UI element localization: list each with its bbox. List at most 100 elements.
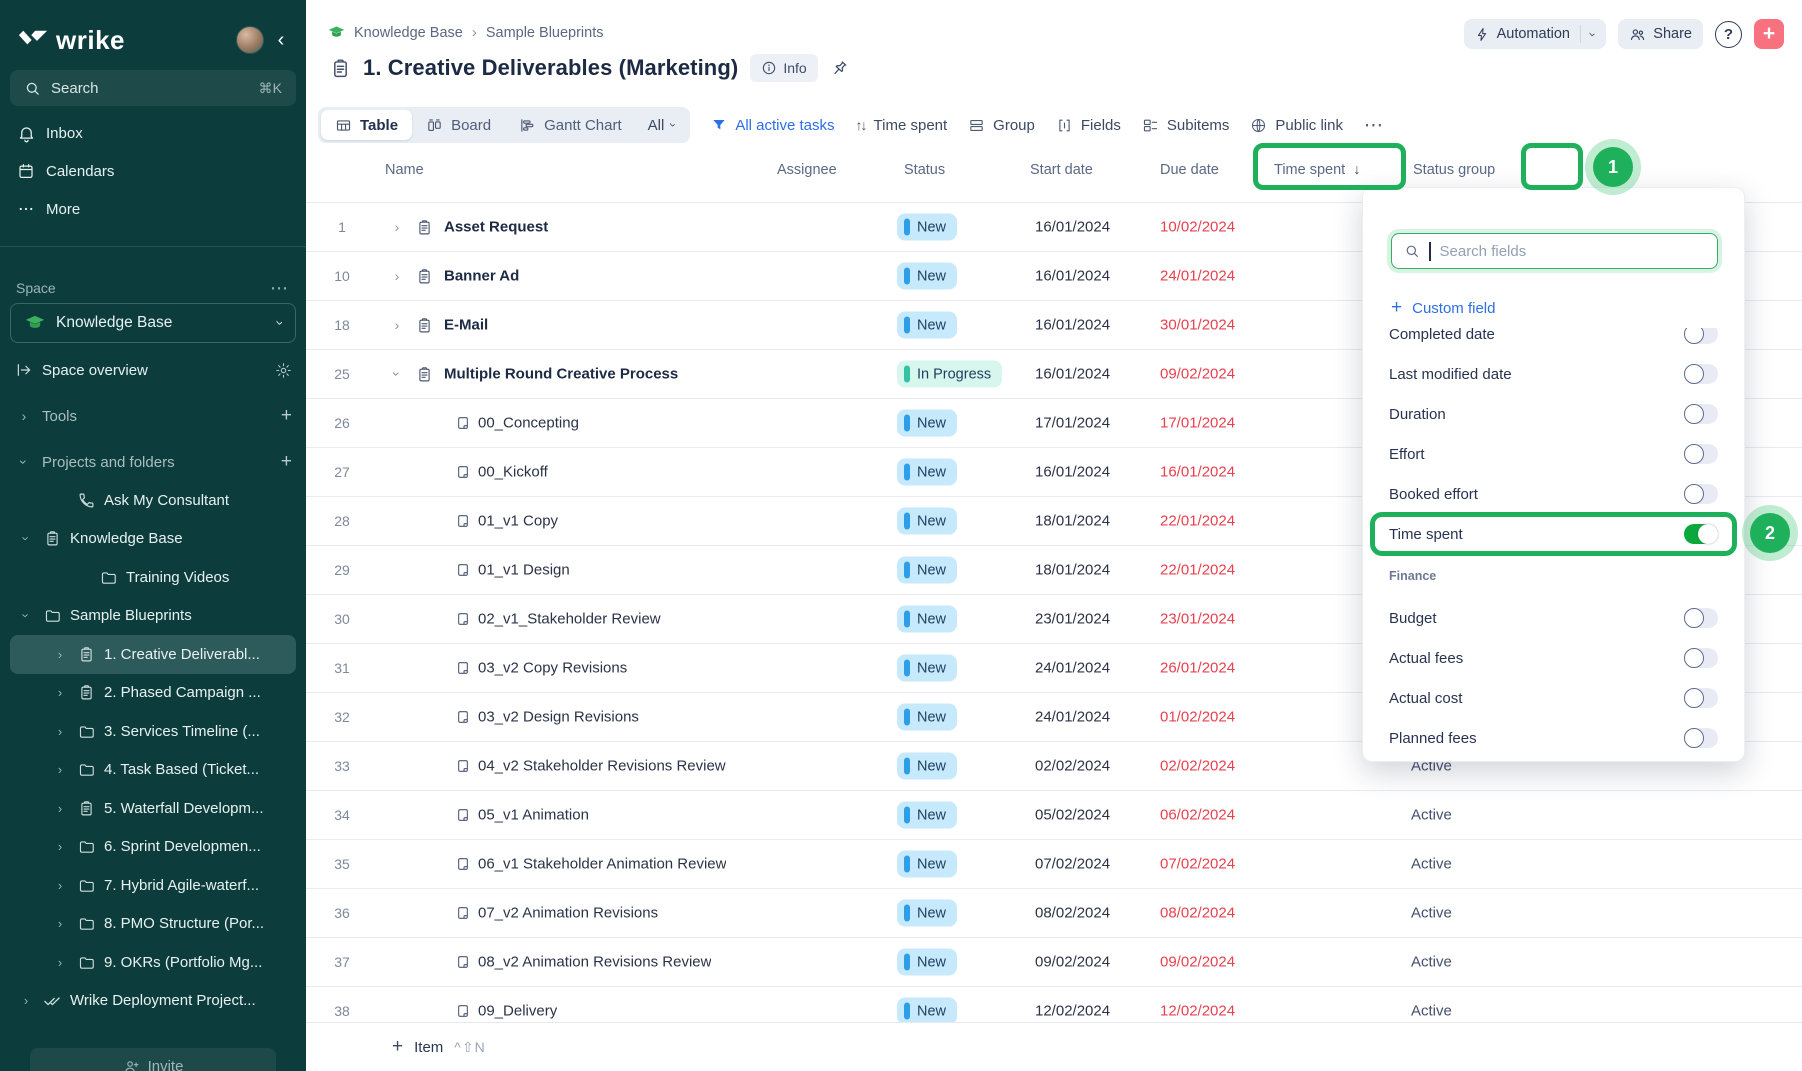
invite-button[interactable]: Invite <box>30 1048 276 1071</box>
task-name[interactable]: 09_Delivery <box>478 1002 558 1020</box>
chevron-icon[interactable] <box>52 955 68 970</box>
start-date[interactable]: 12/02/2024 <box>1035 1002 1111 1020</box>
sidebar-tree-item[interactable]: 3. Services Timeline (... <box>10 712 296 751</box>
column-start-date[interactable]: Start date <box>1030 162 1093 178</box>
field-toggle[interactable] <box>1684 608 1718 628</box>
start-date[interactable]: 16/01/2024 <box>1035 316 1111 334</box>
add-tool-icon[interactable] <box>281 405 292 427</box>
field-list-item[interactable]: Duration <box>1363 394 1744 434</box>
status-badge[interactable]: New <box>897 703 958 731</box>
task-name[interactable]: 06_v1 Stakeholder Animation Review <box>478 855 727 873</box>
table-row[interactable]: 36 07_v2 Animation Revisions New 08/02/2… <box>306 889 1802 938</box>
field-toggle[interactable] <box>1684 484 1718 504</box>
automation-button[interactable]: Automation <box>1463 19 1607 49</box>
status-badge[interactable]: New <box>897 311 958 339</box>
field-list-item[interactable]: Planned fees <box>1363 718 1744 758</box>
field-list-item[interactable]: Budget <box>1363 598 1744 638</box>
field-toggle[interactable] <box>1684 328 1718 344</box>
public-link-button[interactable]: Public link <box>1250 117 1343 134</box>
status-badge[interactable]: New <box>897 948 958 976</box>
status-badge[interactable]: New <box>897 507 958 535</box>
column-time-spent[interactable]: Time spent ↓ <box>1274 162 1360 178</box>
status-badge[interactable]: New <box>897 850 958 878</box>
due-date[interactable]: 30/01/2024 <box>1160 316 1236 334</box>
column-name[interactable]: Name <box>385 162 424 178</box>
start-date[interactable]: 16/01/2024 <box>1035 218 1111 236</box>
due-date[interactable]: 22/01/2024 <box>1160 512 1236 530</box>
table-row[interactable]: 34 05_v1 Animation New 05/02/2024 06/02/… <box>306 791 1802 840</box>
subitems-button[interactable]: Subitems <box>1142 117 1229 134</box>
start-date[interactable]: 18/01/2024 <box>1035 512 1111 530</box>
field-list-item[interactable]: Booked effort <box>1363 474 1744 514</box>
due-date[interactable]: 10/02/2024 <box>1160 218 1236 236</box>
sidebar-nav-item[interactable]: Inbox <box>0 114 306 152</box>
field-list-item[interactable]: Effort <box>1363 434 1744 474</box>
field-list-item[interactable]: Finance <box>1363 554 1744 598</box>
chevron-icon[interactable] <box>19 608 34 624</box>
table-row[interactable]: 38 09_Delivery New 12/02/2024 12/02/2024… <box>306 987 1802 1022</box>
due-date[interactable]: 09/02/2024 <box>1160 365 1236 383</box>
sidebar-tree-item[interactable]: 5. Waterfall Developm... <box>10 789 296 828</box>
field-toggle[interactable] <box>1684 688 1718 708</box>
status-badge[interactable]: New <box>897 899 958 927</box>
start-date[interactable]: 16/01/2024 <box>1035 365 1111 383</box>
task-name[interactable]: 08_v2 Animation Revisions Review <box>478 953 712 971</box>
chevron-icon[interactable] <box>52 762 68 777</box>
chevron-icon[interactable] <box>52 685 68 700</box>
sidebar-tree-item[interactable]: 2. Phased Campaign ... <box>10 674 296 713</box>
sort-button[interactable]: ↑↓ Time spent <box>856 117 948 134</box>
sidebar-tree-item[interactable]: Knowledge Base <box>10 520 296 559</box>
field-list-item[interactable]: Actual cost <box>1363 678 1744 718</box>
start-date[interactable]: 24/01/2024 <box>1035 708 1111 726</box>
column-status[interactable]: Status <box>904 162 946 178</box>
chevron-icon[interactable] <box>19 531 34 547</box>
start-date[interactable]: 09/02/2024 <box>1035 953 1111 971</box>
status-badge[interactable]: New <box>897 213 958 241</box>
sidebar-tree-item[interactable]: 8. PMO Structure (Por... <box>10 905 296 944</box>
due-date[interactable]: 07/02/2024 <box>1160 855 1236 873</box>
field-toggle[interactable] <box>1684 444 1718 464</box>
field-toggle[interactable] <box>1684 728 1718 748</box>
due-date[interactable]: 08/02/2024 <box>1160 904 1236 922</box>
due-date[interactable]: 23/01/2024 <box>1160 610 1236 628</box>
space-options-icon[interactable] <box>270 278 290 299</box>
due-date[interactable]: 22/01/2024 <box>1160 561 1236 579</box>
add-project-icon[interactable] <box>281 451 292 473</box>
view-tab[interactable]: Gantt Chart <box>505 110 636 140</box>
start-date[interactable]: 05/02/2024 <box>1035 806 1111 824</box>
task-name[interactable]: Multiple Round Creative Process <box>444 365 679 383</box>
task-name[interactable]: 03_v2 Design Revisions <box>478 708 639 726</box>
sidebar-item-tools[interactable]: Tools <box>0 397 306 435</box>
start-date[interactable]: 16/01/2024 <box>1035 463 1111 481</box>
collapse-sidebar-icon[interactable] <box>270 29 292 52</box>
status-badge[interactable]: New <box>897 997 958 1022</box>
due-date[interactable]: 26/01/2024 <box>1160 659 1236 677</box>
status-badge[interactable]: New <box>897 654 958 682</box>
field-search-input[interactable] <box>1391 233 1718 269</box>
sidebar-tree-item[interactable]: 4. Task Based (Ticket... <box>10 751 296 790</box>
create-button[interactable]: + <box>1754 19 1784 49</box>
task-name[interactable]: 00_Concepting <box>478 414 579 432</box>
task-name[interactable]: 03_v2 Copy Revisions <box>478 659 628 677</box>
task-name[interactable]: 02_v1_Stakeholder Review <box>478 610 661 628</box>
due-date[interactable]: 16/01/2024 <box>1160 463 1236 481</box>
status-badge[interactable]: New <box>897 262 958 290</box>
breadcrumb-parent[interactable]: Knowledge Base <box>354 24 463 41</box>
start-date[interactable]: 24/01/2024 <box>1035 659 1111 677</box>
table-row[interactable]: 35 06_v1 Stakeholder Animation Review Ne… <box>306 840 1802 889</box>
task-name[interactable]: Asset Request <box>444 218 549 236</box>
view-all-dropdown[interactable]: All <box>636 117 688 134</box>
custom-field-button[interactable]: + Custom field <box>1391 293 1495 323</box>
chevron-icon[interactable] <box>52 724 68 739</box>
chevron-icon[interactable] <box>52 878 68 893</box>
sidebar-tree-item[interactable]: Ask My Consultant <box>10 481 296 520</box>
column-due-date[interactable]: Due date <box>1160 162 1219 178</box>
expand-chevron-icon[interactable] <box>389 365 405 383</box>
task-name[interactable]: 01_v1 Copy <box>478 512 559 530</box>
add-item-row[interactable]: + Item ^⇧N <box>306 1022 1802 1071</box>
start-date[interactable]: 16/01/2024 <box>1035 267 1111 285</box>
sidebar-tree-item[interactable]: 6. Sprint Developmen... <box>10 828 296 867</box>
expand-chevron-icon[interactable] <box>388 317 406 333</box>
due-date[interactable]: 12/02/2024 <box>1160 1002 1236 1020</box>
toolbar-more-icon[interactable]: ⋯ <box>1363 114 1384 136</box>
